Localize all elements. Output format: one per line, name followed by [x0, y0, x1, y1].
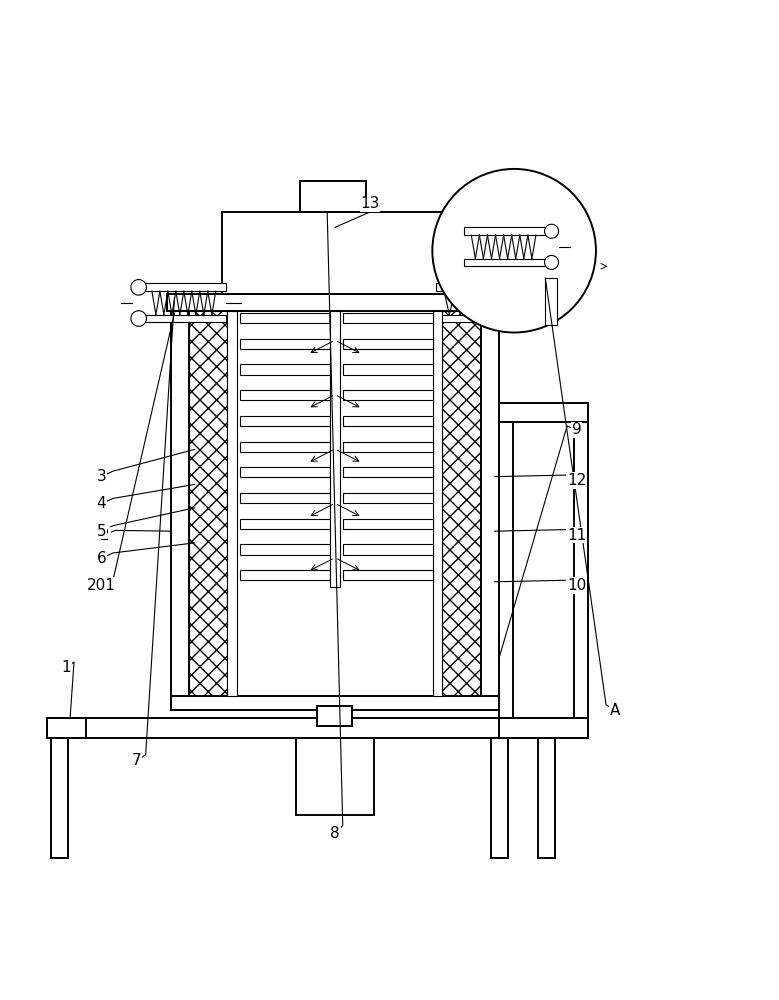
Text: 4: 4 [97, 496, 106, 511]
Circle shape [545, 224, 559, 238]
Bar [343, 339, 433, 349]
Bar [171, 696, 499, 710]
Circle shape [432, 169, 596, 333]
Text: 1: 1 [62, 660, 71, 675]
Bar [240, 390, 330, 400]
Bar [343, 442, 433, 452]
Bar [330, 311, 340, 587]
Bar [132, 283, 226, 291]
Text: 12: 12 [567, 473, 586, 488]
Bar [343, 493, 433, 503]
Bar [240, 442, 330, 452]
Text: 5: 5 [97, 524, 106, 539]
Bar [240, 467, 330, 477]
Bar [171, 297, 189, 710]
Bar [436, 283, 534, 291]
Text: 7: 7 [132, 753, 141, 768]
Text: 8: 8 [330, 826, 340, 841]
Bar [343, 467, 433, 477]
Bar [442, 311, 481, 696]
Bar [343, 390, 433, 400]
Bar [481, 297, 499, 710]
Text: A: A [610, 703, 621, 718]
Bar [343, 519, 433, 529]
Bar [167, 294, 502, 311]
Bar [296, 722, 374, 815]
Bar [343, 570, 433, 580]
Bar [499, 422, 513, 718]
Bar [343, 313, 433, 323]
Bar [499, 718, 588, 738]
Bar [47, 718, 584, 738]
Bar [240, 364, 330, 375]
Bar [318, 706, 352, 726]
Bar [240, 416, 330, 426]
Circle shape [526, 280, 541, 295]
Bar [499, 403, 588, 422]
Bar [240, 493, 330, 503]
Text: 10: 10 [567, 578, 586, 593]
Bar [240, 519, 330, 529]
Circle shape [526, 311, 541, 326]
Text: 11: 11 [567, 528, 586, 543]
Bar [51, 738, 68, 858]
Text: 6: 6 [97, 551, 106, 566]
Circle shape [545, 255, 559, 269]
Bar [343, 364, 433, 375]
Bar [300, 181, 366, 212]
Text: 13: 13 [361, 196, 379, 211]
Circle shape [131, 280, 146, 295]
Bar [464, 259, 545, 266]
Bar [240, 544, 330, 555]
Bar [227, 311, 237, 696]
Bar [189, 311, 227, 696]
Bar [222, 212, 444, 294]
Text: 9: 9 [572, 422, 581, 437]
Bar [433, 311, 442, 696]
Bar [240, 313, 330, 323]
Bar [464, 227, 545, 235]
Bar [545, 278, 557, 325]
Text: 3: 3 [97, 469, 106, 484]
Bar [491, 738, 508, 858]
Bar [240, 570, 330, 580]
Text: 2: 2 [100, 528, 110, 543]
Bar [574, 422, 588, 718]
Bar [343, 544, 433, 555]
Bar [132, 315, 226, 322]
Bar [240, 339, 330, 349]
Bar [538, 738, 555, 858]
Bar [436, 315, 534, 322]
Text: 201: 201 [86, 578, 116, 593]
Circle shape [131, 311, 146, 326]
Bar [343, 416, 433, 426]
Bar [47, 718, 86, 738]
